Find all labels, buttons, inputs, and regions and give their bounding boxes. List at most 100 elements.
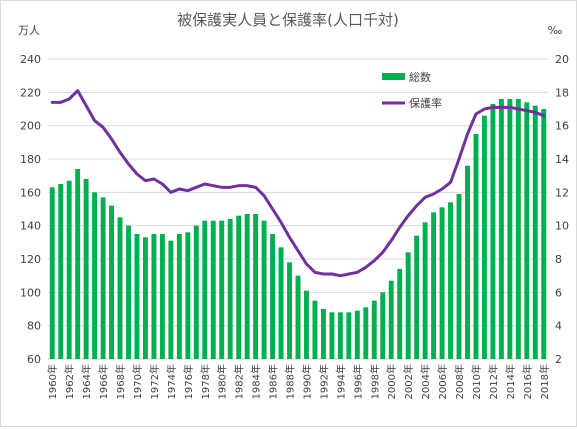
bar [363,307,369,359]
x-tick-label: 1964年 [80,364,93,399]
bar [371,300,377,359]
x-tick-label: 2002年 [402,364,415,399]
bar [524,102,530,359]
x-tick-label: 2012年 [487,364,500,399]
left-tick-label: 220 [20,86,41,99]
x-tick-label: 1984年 [250,364,263,399]
bar [66,180,72,359]
bar [354,310,360,359]
bar [92,192,98,359]
bar [236,215,242,359]
right-tick-label: 2 [555,353,562,366]
left-tick-label: 120 [20,253,41,266]
bar [253,214,259,359]
x-tick-label: 1992年 [317,364,330,399]
x-tick-label: 1982年 [233,364,246,399]
x-tick-label: 2000年 [385,364,398,399]
left-tick-label: 180 [20,153,41,166]
x-tick-label: 1966年 [97,364,110,399]
x-tick-label: 1970年 [131,364,144,399]
x-tick-label: 1962年 [63,364,76,399]
line-series [50,89,546,278]
bar [448,202,453,359]
right-tick-label: 8 [555,253,562,266]
left-tick-label: 60 [27,353,41,366]
bar [498,99,504,359]
x-tick-label: 2014年 [504,364,517,399]
legend: 総数 保護率 [382,70,442,110]
bar [320,309,326,359]
left-tick-label: 80 [27,320,41,333]
bar [168,240,174,359]
bar [244,214,250,359]
bar [202,220,208,359]
bar [176,234,182,359]
right-tick-label: 16 [555,120,569,133]
bar [159,234,165,359]
x-tick-label: 1974年 [165,364,178,399]
x-tick-label: 1998年 [368,364,381,399]
bar [270,234,276,359]
bar [109,205,115,359]
legend-swatch-bar [382,73,405,80]
bar [143,237,148,359]
bar [380,292,386,359]
x-tick-label: 2004年 [419,364,432,399]
x-tick-label: 2006年 [436,364,449,399]
bar [126,225,131,359]
right-axis-unit: ‰ [548,24,563,37]
bar [397,269,403,359]
bar [473,134,479,359]
bar [515,99,521,359]
bar [83,179,89,359]
right-tick-label: 6 [555,286,562,299]
bar [431,212,437,359]
x-tick-label: 2016年 [521,364,534,399]
bar [58,184,64,359]
right-tick-label: 14 [555,153,569,166]
right-tick-label: 20 [555,53,569,66]
chart-title: 被保護実人員と保護率(人口千対) [177,11,399,29]
bar [388,280,394,359]
x-tick-label: 1972年 [148,364,161,399]
bar [227,219,233,359]
bar [295,275,301,359]
bar [456,194,462,359]
legend-label-line: 保護率 [409,96,442,110]
bar [346,312,352,359]
x-tick-label: 1994年 [334,364,347,399]
bar [117,217,123,359]
bar [312,300,318,359]
right-tick-label: 10 [555,220,569,233]
bar [507,99,513,359]
bar [100,197,106,359]
bar [465,165,470,359]
bar [49,187,55,359]
left-tick-label: 160 [20,186,41,199]
left-axis-ticks: 60 80 100 120 140 160 180 200 220 240 [20,53,41,366]
bar [151,234,157,359]
x-tick-label: 1960年 [46,364,59,399]
legend-label-bar: 総数 [409,70,431,84]
x-tick-label: 1978年 [199,364,212,399]
right-tick-label: 18 [555,86,569,99]
left-axis-unit: 万人 [18,24,40,37]
bar [75,169,81,359]
bar [532,105,538,360]
bar [329,312,335,359]
left-tick-label: 140 [20,220,41,233]
bar [304,290,309,359]
bar [193,225,199,359]
x-tick-label: 1976年 [182,364,195,399]
bar [337,312,343,359]
bar [210,220,216,359]
right-tick-label: 4 [555,320,562,333]
bar [490,104,496,359]
bar [414,235,420,359]
bar [278,247,284,359]
right-tick-label: 12 [555,186,569,199]
left-tick-label: 200 [20,120,41,133]
x-tick-label: 1986年 [267,364,280,399]
bar [405,252,411,359]
